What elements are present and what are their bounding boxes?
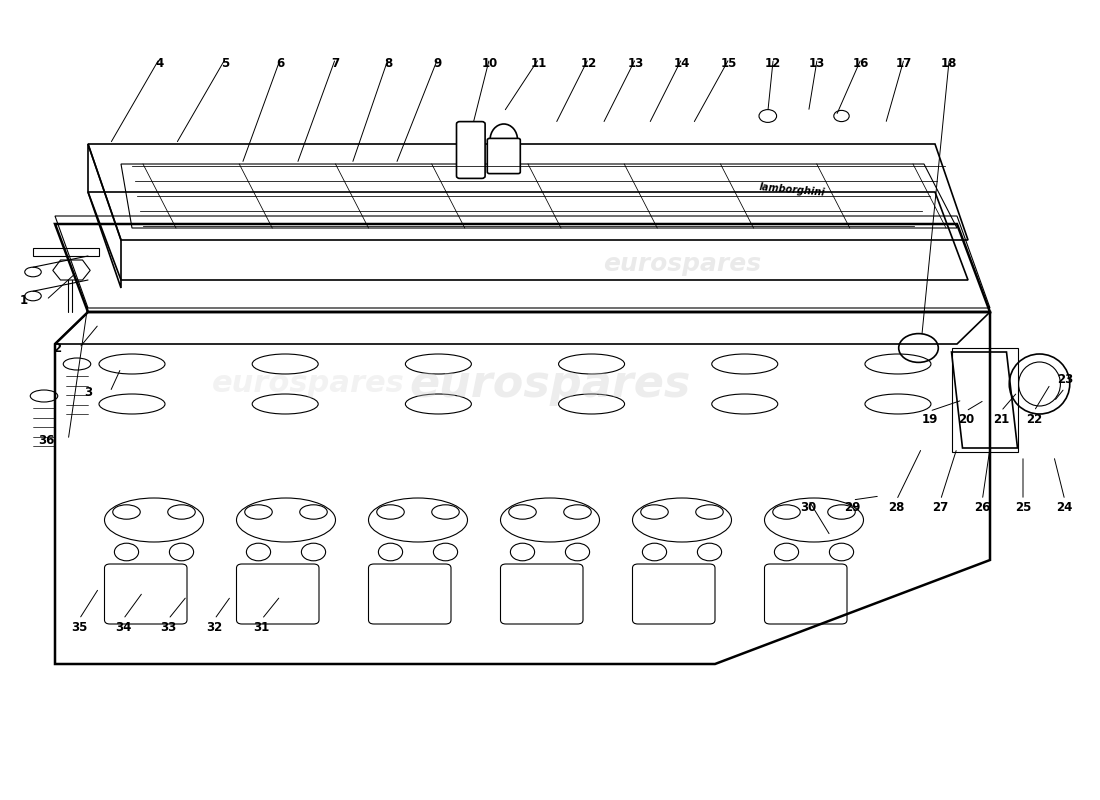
Text: 3: 3: [84, 386, 92, 398]
Text: 12: 12: [766, 58, 781, 70]
Text: 7: 7: [331, 58, 340, 70]
Text: eurospares: eurospares: [603, 252, 761, 276]
Text: 27: 27: [933, 502, 948, 514]
Text: 32: 32: [207, 621, 222, 634]
Text: 2: 2: [53, 342, 62, 354]
Text: 13: 13: [628, 58, 643, 70]
Text: 31: 31: [254, 621, 270, 634]
Text: 18: 18: [942, 58, 957, 70]
Ellipse shape: [491, 124, 517, 156]
Text: 20: 20: [958, 413, 974, 426]
Text: 5: 5: [221, 58, 230, 70]
Text: 24: 24: [1057, 502, 1072, 514]
Text: eurospares: eurospares: [211, 370, 405, 398]
Text: 22: 22: [1026, 413, 1042, 426]
Text: 33: 33: [161, 621, 176, 634]
Text: lamborghini: lamborghini: [759, 182, 825, 198]
Text: 10: 10: [482, 58, 497, 70]
Text: eurospares: eurospares: [409, 362, 691, 406]
Text: 35: 35: [72, 621, 87, 634]
Text: 12: 12: [581, 58, 596, 70]
Text: 16: 16: [854, 58, 869, 70]
Text: 23: 23: [1057, 373, 1072, 386]
Text: 30: 30: [801, 502, 816, 514]
Text: 14: 14: [674, 58, 690, 70]
Text: 28: 28: [889, 502, 904, 514]
FancyBboxPatch shape: [456, 122, 485, 178]
Text: 8: 8: [384, 58, 393, 70]
Text: 34: 34: [116, 621, 131, 634]
Text: 21: 21: [993, 413, 1009, 426]
Text: 13: 13: [810, 58, 825, 70]
Text: 36: 36: [39, 434, 54, 446]
Text: 4: 4: [155, 58, 164, 70]
Text: 17: 17: [896, 58, 912, 70]
Text: 11: 11: [531, 58, 547, 70]
Text: 26: 26: [975, 502, 990, 514]
Text: 1: 1: [20, 294, 29, 306]
Text: 19: 19: [922, 413, 937, 426]
FancyBboxPatch shape: [487, 138, 520, 174]
Text: 25: 25: [1015, 502, 1031, 514]
Text: 15: 15: [722, 58, 737, 70]
Text: 29: 29: [845, 502, 860, 514]
Text: 9: 9: [433, 58, 442, 70]
Text: 6: 6: [276, 58, 285, 70]
